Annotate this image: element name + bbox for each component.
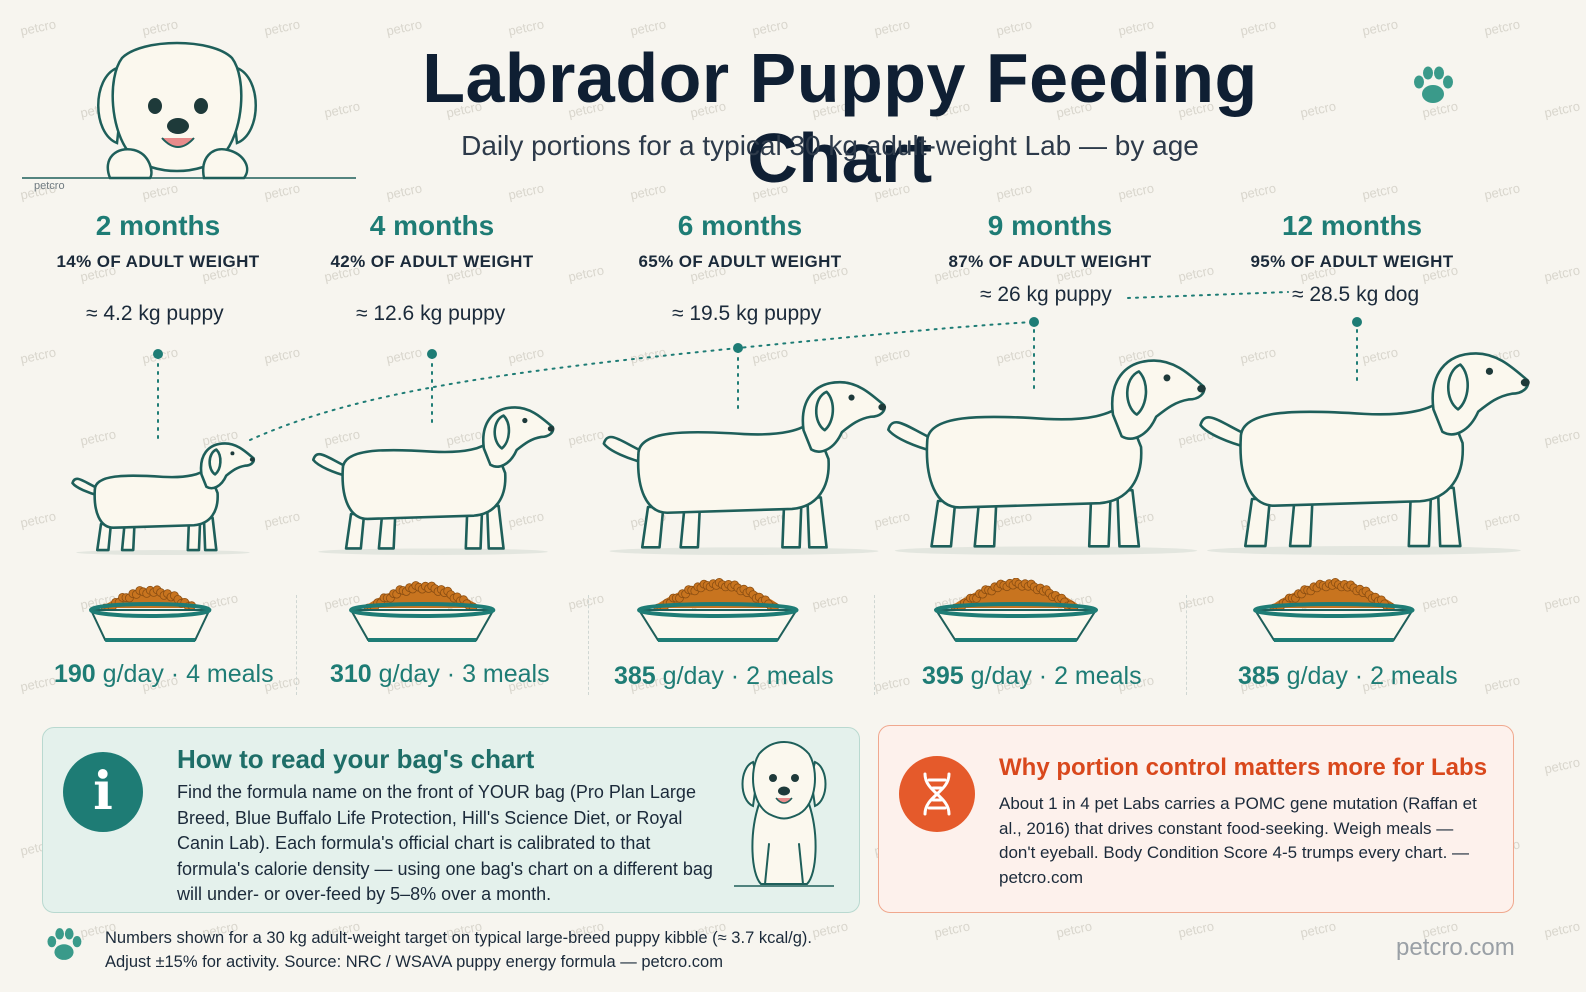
page-subtitle: Daily portions for a typical 30 kg adult… [461, 130, 1199, 161]
portion-grams: 395 [922, 662, 964, 690]
watermark-text: petcro [1542, 918, 1582, 941]
divider [296, 595, 297, 695]
info-card-body: Find the formula name on the front of YO… [177, 782, 713, 904]
portion-unit: g/day [1286, 662, 1348, 690]
stage-4-months: 4 months 42% OF ADULT WEIGHT [282, 210, 582, 272]
stage-percent: 87% OF ADULT WEIGHT [948, 252, 1152, 271]
stage-weight: ≈ 28.5 kg dog [1292, 283, 1420, 306]
portion-unit: g/day [970, 662, 1032, 690]
portion-meals: · 2 meals [1354, 662, 1458, 690]
divider [588, 595, 589, 695]
stage-percent: 95% OF ADULT WEIGHT [1250, 252, 1454, 271]
paw-icon [1414, 66, 1453, 103]
portion-grams: 310 [330, 660, 372, 688]
logo-small: petcro [34, 180, 65, 192]
growth-trend-line [153, 291, 1362, 441]
footer-note: Numbers shown for a 30 kg adult-weight t… [105, 926, 1005, 974]
watermark-text: petcro [1298, 918, 1338, 941]
stage-6-months: 6 months 65% OF ADULT WEIGHT [590, 210, 890, 272]
food-bowl-icon [88, 585, 212, 642]
stage-age: 4 months [369, 210, 495, 241]
portion-meals: · 3 meals [446, 660, 550, 688]
food-bowl-icon [1253, 578, 1415, 642]
sitting-puppy-icon [734, 741, 834, 887]
info-card: i How to read your bag's chart Find the … [42, 727, 860, 913]
portion-unit: g/day [662, 662, 724, 690]
info-card-title: How to read your bag's chart [177, 744, 535, 774]
portion-meals: · 4 meals [170, 660, 274, 688]
info-icon: i [63, 752, 143, 832]
portion-label: 395 g/day · 2 meals [922, 662, 1142, 691]
portion-label: 385 g/day · 2 meals [614, 662, 834, 691]
portion-meals: · 2 meals [1038, 662, 1142, 690]
watermark-text: petcro [1542, 754, 1582, 777]
watermark-text: petcro [1176, 918, 1216, 941]
portion-unit: g/day [102, 660, 164, 688]
marker-dot [733, 343, 743, 353]
dog-illustration [311, 406, 555, 555]
footer-line-2: Adjust ±15% for activity. Source: NRC / … [105, 953, 723, 971]
food-bowl-icon [934, 578, 1098, 642]
dog-illustration [71, 442, 256, 555]
stage-weight: ≈ 26 kg puppy [980, 283, 1112, 306]
stage-2-months: 2 months 14% OF ADULT WEIGHT [8, 210, 308, 272]
portion-label: 190 g/day · 4 meals [54, 660, 274, 689]
portion-grams: 385 [1238, 662, 1280, 690]
warning-card: Why portion control matters more for Lab… [878, 725, 1514, 913]
warning-card-body: About 1 in 4 pet Labs carries a POMC gen… [999, 794, 1477, 887]
stage-age: 6 months [677, 210, 803, 241]
dog-illustration [602, 380, 887, 555]
stage-weight: ≈ 19.5 kg puppy [672, 302, 822, 325]
portion-label: 310 g/day · 3 meals [330, 660, 550, 689]
portion-label: 385 g/day · 2 meals [1238, 662, 1458, 691]
warning-card-title: Why portion control matters more for Lab… [999, 754, 1488, 781]
food-bowl-icon [348, 581, 496, 642]
portion-grams: 190 [54, 660, 96, 688]
page-title: Labrador Puppy Feeding Chart [422, 39, 1258, 197]
portion-grams: 385 [614, 662, 656, 690]
divider [874, 595, 875, 695]
watermark-text: petcro [1482, 672, 1522, 695]
stage-percent: 65% OF ADULT WEIGHT [638, 252, 842, 271]
stage-age: 9 months [987, 210, 1113, 241]
food-bowl-icon [637, 578, 799, 642]
footer-line-1: Numbers shown for a 30 kg adult-weight t… [105, 929, 813, 947]
marker-dot [153, 349, 163, 359]
marker-dot [1029, 317, 1039, 327]
portion-unit: g/day [378, 660, 440, 688]
watermark-text: petcro [872, 672, 912, 695]
watermark-text: petcro [1054, 918, 1094, 941]
marker-dot [1352, 317, 1362, 327]
hero-puppy-illustration [22, 41, 356, 180]
stage-12-months: 12 months 95% OF ADULT WEIGHT [1202, 210, 1502, 272]
stage-weight: ≈ 12.6 kg puppy [356, 302, 506, 325]
marker-dot [427, 349, 437, 359]
divider [1186, 595, 1187, 695]
watermark-text: petcro [18, 672, 58, 695]
portion-meals: · 2 meals [730, 662, 834, 690]
paw-icon [47, 928, 82, 960]
dna-icon [899, 756, 975, 832]
stage-percent: 42% OF ADULT WEIGHT [330, 252, 534, 271]
stage-9-months: 9 months 87% OF ADULT WEIGHT [900, 210, 1200, 272]
stage-percent: 14% OF ADULT WEIGHT [56, 252, 260, 271]
dog-illustration [887, 359, 1206, 555]
stage-age: 12 months [1281, 210, 1423, 241]
stage-age: 2 months [95, 210, 221, 241]
stage-weight: ≈ 4.2 kg puppy [86, 302, 224, 325]
brand-link[interactable]: petcro.com [1396, 934, 1515, 961]
dog-illustration [1199, 352, 1530, 555]
